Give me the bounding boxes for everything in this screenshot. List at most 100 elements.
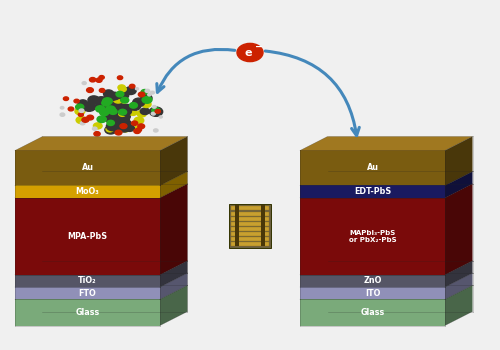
- Circle shape: [106, 103, 117, 110]
- Circle shape: [110, 104, 122, 112]
- Circle shape: [82, 102, 96, 111]
- Circle shape: [356, 152, 362, 156]
- Polygon shape: [445, 172, 472, 198]
- Circle shape: [137, 110, 146, 117]
- Text: Glass: Glass: [360, 308, 384, 317]
- Polygon shape: [15, 275, 160, 287]
- Circle shape: [120, 98, 128, 103]
- Circle shape: [95, 97, 108, 106]
- Circle shape: [94, 123, 102, 129]
- Polygon shape: [231, 222, 269, 226]
- Circle shape: [100, 110, 108, 116]
- Circle shape: [122, 127, 129, 132]
- Circle shape: [118, 112, 130, 120]
- Polygon shape: [15, 273, 188, 287]
- Circle shape: [152, 107, 160, 113]
- Polygon shape: [160, 285, 188, 326]
- Polygon shape: [300, 136, 472, 150]
- Polygon shape: [15, 287, 160, 299]
- Circle shape: [154, 129, 158, 132]
- Text: Au: Au: [82, 163, 94, 173]
- Circle shape: [110, 93, 120, 100]
- Polygon shape: [15, 172, 188, 186]
- Circle shape: [82, 117, 89, 122]
- Circle shape: [122, 120, 131, 127]
- Circle shape: [364, 161, 370, 165]
- Polygon shape: [15, 136, 188, 150]
- Circle shape: [76, 117, 86, 124]
- Circle shape: [150, 91, 154, 94]
- Polygon shape: [235, 205, 239, 246]
- Circle shape: [106, 106, 116, 113]
- Text: Glass: Glass: [76, 308, 100, 317]
- Polygon shape: [300, 299, 445, 326]
- Polygon shape: [300, 150, 445, 186]
- Circle shape: [364, 148, 376, 156]
- Text: Au: Au: [366, 163, 378, 173]
- Circle shape: [106, 127, 114, 132]
- Circle shape: [107, 97, 117, 104]
- Circle shape: [367, 139, 373, 143]
- Circle shape: [112, 103, 122, 110]
- Circle shape: [104, 92, 117, 101]
- Circle shape: [112, 119, 123, 127]
- Circle shape: [109, 109, 117, 114]
- Polygon shape: [300, 184, 472, 198]
- Circle shape: [120, 97, 129, 103]
- Circle shape: [130, 103, 138, 108]
- Polygon shape: [231, 211, 269, 216]
- Polygon shape: [15, 186, 160, 198]
- Circle shape: [134, 117, 143, 124]
- Circle shape: [136, 88, 138, 90]
- Polygon shape: [300, 261, 472, 275]
- Circle shape: [96, 101, 109, 110]
- Circle shape: [119, 86, 126, 92]
- Polygon shape: [300, 273, 472, 287]
- Circle shape: [118, 76, 122, 79]
- Polygon shape: [300, 186, 445, 198]
- Polygon shape: [300, 285, 472, 299]
- Circle shape: [75, 108, 85, 115]
- Circle shape: [115, 130, 122, 135]
- Text: ZnO: ZnO: [364, 276, 382, 285]
- Polygon shape: [15, 184, 188, 198]
- Polygon shape: [15, 285, 188, 299]
- Circle shape: [133, 98, 145, 106]
- Polygon shape: [231, 237, 269, 241]
- Circle shape: [372, 143, 380, 148]
- Circle shape: [116, 104, 128, 113]
- Circle shape: [120, 107, 132, 116]
- Circle shape: [105, 126, 117, 134]
- Circle shape: [155, 110, 160, 113]
- Polygon shape: [15, 150, 160, 186]
- Circle shape: [366, 149, 374, 155]
- Circle shape: [114, 96, 123, 103]
- Circle shape: [376, 148, 384, 153]
- Circle shape: [118, 85, 126, 90]
- Circle shape: [94, 132, 100, 136]
- Circle shape: [134, 126, 141, 131]
- Polygon shape: [160, 184, 188, 275]
- Polygon shape: [15, 198, 160, 275]
- Circle shape: [113, 110, 125, 118]
- Circle shape: [100, 89, 105, 92]
- Circle shape: [102, 98, 113, 105]
- Circle shape: [160, 116, 162, 118]
- Polygon shape: [300, 198, 445, 275]
- Polygon shape: [445, 285, 472, 326]
- Circle shape: [80, 121, 85, 125]
- Text: ITO: ITO: [365, 289, 380, 298]
- Text: MPA-PbS: MPA-PbS: [68, 232, 108, 241]
- Circle shape: [237, 43, 263, 62]
- Circle shape: [125, 87, 136, 94]
- Circle shape: [76, 104, 84, 110]
- Circle shape: [360, 156, 368, 161]
- Polygon shape: [160, 261, 188, 287]
- Circle shape: [112, 103, 124, 111]
- Circle shape: [106, 122, 119, 131]
- Circle shape: [136, 128, 141, 132]
- Text: MoO₃: MoO₃: [76, 187, 100, 196]
- Circle shape: [68, 107, 73, 111]
- Circle shape: [110, 103, 120, 110]
- Circle shape: [152, 106, 156, 108]
